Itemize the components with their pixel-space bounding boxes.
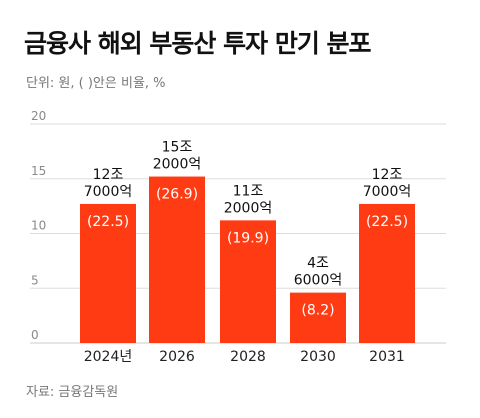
y-axis-ticks: 0 5 10 15 20 [31,109,46,342]
unit-note: 단위: 원, ( )안은 비율, % [26,76,166,91]
chart-title: 금융사 해외 부동산 투자 만기 분포 [24,29,372,58]
value-label: 2000억 [224,200,273,216]
value-label: 12조 [93,167,124,183]
source-note: 자료: 금융감독원 [26,385,119,400]
x-tick-label: 2031 [369,349,405,365]
x-tick-label: 2030 [300,349,336,365]
value-label: 7000억 [84,184,133,200]
y-tick-label: 0 [31,328,39,342]
x-tick-label: 2026 [159,349,195,365]
bar [220,220,276,343]
value-label: 11조 [233,183,264,199]
bar [80,203,136,343]
bar [290,292,346,343]
value-label: 12조 [372,167,403,183]
ratio-label: (22.5) [87,214,129,230]
ratio-label: (22.5) [366,214,408,230]
value-label: 6000억 [294,273,343,289]
value-label: 4조 [307,256,329,272]
bar [149,176,205,343]
ratio-label: (26.9) [156,187,198,203]
y-tick-label: 10 [31,219,46,233]
x-tick-label: 2024년 [84,349,133,365]
value-label: 15조 [162,140,193,156]
y-tick-label: 20 [31,109,46,123]
y-tick-label: 5 [31,273,39,287]
ratio-label: (19.9) [227,230,269,246]
bar [359,203,415,343]
x-tick-label: 2028 [230,349,266,365]
value-label: 7000억 [363,184,412,200]
x-axis-ticks: 2024년 2026 2028 2030 2031 [84,349,405,365]
y-tick-label: 15 [31,164,46,178]
value-label: 2000억 [153,157,202,173]
ratio-label: (8.2) [301,303,334,319]
bars [80,176,415,343]
